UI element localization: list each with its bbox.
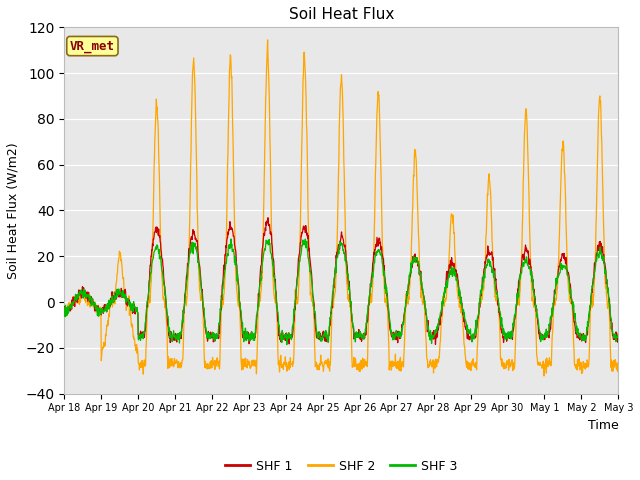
SHF 2	[500, 366, 508, 372]
SHF 3	[283, 342, 291, 348]
SHF 1	[500, 335, 508, 340]
SHF 3	[227, 236, 235, 242]
SHF 3	[246, 338, 253, 344]
Title: Soil Heat Flux: Soil Heat Flux	[289, 7, 394, 22]
SHF 3	[500, 329, 508, 335]
SHF 1	[246, 338, 253, 344]
Legend: SHF 1, SHF 2, SHF 3: SHF 1, SHF 2, SHF 3	[220, 455, 463, 478]
SHF 3	[614, 331, 622, 336]
SHF 2	[61, 300, 68, 306]
SHF 2	[428, 360, 435, 365]
SHF 2	[246, 359, 253, 364]
SHF 1	[170, 337, 178, 343]
SHF 2	[614, 360, 622, 365]
Line: SHF 2: SHF 2	[65, 40, 618, 376]
SHF 2	[549, 313, 557, 319]
SHF 2	[184, 283, 191, 288]
SHF 1	[264, 215, 272, 221]
SHF 3	[170, 332, 178, 337]
SHF 3	[549, 304, 557, 310]
SHF 1	[549, 300, 557, 306]
SHF 2	[264, 37, 271, 43]
Line: SHF 1: SHF 1	[65, 218, 618, 344]
SHF 2	[540, 373, 548, 379]
Text: VR_met: VR_met	[70, 39, 115, 53]
SHF 1	[431, 341, 439, 347]
SHF 2	[170, 359, 178, 364]
SHF 1	[428, 337, 435, 343]
SHF 1	[184, 261, 191, 266]
SHF 3	[428, 334, 436, 339]
SHF 3	[184, 270, 191, 276]
X-axis label: Time: Time	[588, 419, 618, 432]
SHF 1	[614, 334, 622, 339]
Line: SHF 3: SHF 3	[65, 239, 618, 345]
SHF 3	[61, 305, 68, 311]
SHF 1	[61, 304, 68, 310]
Y-axis label: Soil Heat Flux (W/m2): Soil Heat Flux (W/m2)	[7, 142, 20, 279]
